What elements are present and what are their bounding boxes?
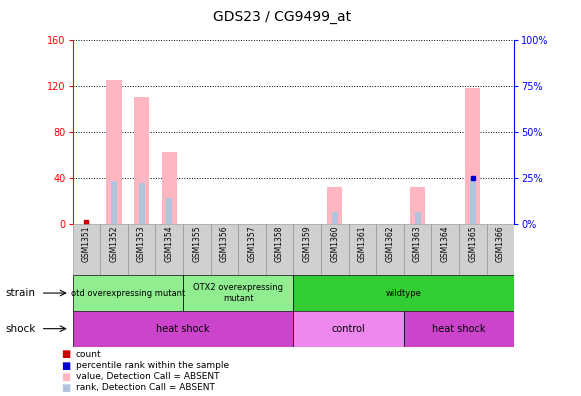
- Text: GSM1359: GSM1359: [303, 226, 311, 263]
- Text: control: control: [332, 324, 365, 334]
- Text: GSM1357: GSM1357: [248, 226, 256, 263]
- Bar: [293, 311, 404, 346]
- Text: otd overexpressing mutant: otd overexpressing mutant: [71, 289, 185, 297]
- Text: GSM1356: GSM1356: [220, 226, 229, 263]
- Bar: [376, 224, 404, 275]
- Bar: [349, 224, 376, 275]
- Text: GSM1355: GSM1355: [192, 226, 201, 263]
- Bar: [470, 178, 476, 224]
- Bar: [183, 224, 211, 275]
- Text: GSM1363: GSM1363: [413, 226, 422, 263]
- Text: GDS23 / CG9499_at: GDS23 / CG9499_at: [213, 10, 351, 24]
- Text: heat shock: heat shock: [432, 324, 486, 334]
- Text: ■: ■: [61, 349, 70, 360]
- Bar: [73, 275, 183, 311]
- Bar: [404, 224, 432, 275]
- Text: GSM1360: GSM1360: [331, 226, 339, 263]
- Text: strain: strain: [6, 288, 36, 298]
- Bar: [156, 224, 183, 275]
- Bar: [487, 224, 514, 275]
- Bar: [327, 187, 342, 224]
- Bar: [404, 311, 514, 346]
- Text: heat shock: heat shock: [156, 324, 210, 334]
- Text: GSM1366: GSM1366: [496, 226, 505, 263]
- Bar: [321, 224, 349, 275]
- Bar: [162, 152, 177, 224]
- Text: OTX2 overexpressing
mutant: OTX2 overexpressing mutant: [193, 284, 283, 303]
- Bar: [73, 311, 293, 346]
- Text: ■: ■: [61, 383, 70, 393]
- Bar: [166, 198, 172, 224]
- Bar: [332, 212, 338, 224]
- Bar: [293, 275, 514, 311]
- Text: value, Detection Call = ABSENT: value, Detection Call = ABSENT: [76, 372, 219, 381]
- Bar: [238, 224, 266, 275]
- Bar: [111, 181, 117, 224]
- Bar: [128, 224, 156, 275]
- Text: count: count: [76, 350, 101, 359]
- Bar: [139, 183, 145, 224]
- Text: GSM1361: GSM1361: [358, 226, 367, 262]
- Bar: [459, 224, 487, 275]
- Bar: [465, 88, 480, 224]
- Text: GSM1353: GSM1353: [137, 226, 146, 263]
- Text: GSM1351: GSM1351: [82, 226, 91, 262]
- Text: percentile rank within the sample: percentile rank within the sample: [76, 361, 229, 370]
- Bar: [415, 212, 421, 224]
- Bar: [73, 224, 100, 275]
- Bar: [410, 187, 425, 224]
- Text: ■: ■: [61, 360, 70, 371]
- Bar: [431, 224, 459, 275]
- Bar: [106, 80, 121, 224]
- Bar: [183, 275, 293, 311]
- Text: rank, Detection Call = ABSENT: rank, Detection Call = ABSENT: [76, 383, 214, 392]
- Text: ■: ■: [61, 371, 70, 382]
- Text: GSM1354: GSM1354: [165, 226, 174, 263]
- Text: GSM1364: GSM1364: [441, 226, 450, 263]
- Text: wildtype: wildtype: [386, 289, 422, 297]
- Bar: [266, 224, 293, 275]
- Bar: [293, 224, 321, 275]
- Text: shock: shock: [6, 324, 36, 334]
- Text: GSM1358: GSM1358: [275, 226, 284, 262]
- Text: GSM1365: GSM1365: [468, 226, 477, 263]
- Bar: [100, 224, 128, 275]
- Bar: [211, 224, 238, 275]
- Text: GSM1362: GSM1362: [386, 226, 394, 262]
- Bar: [134, 97, 149, 224]
- Text: GSM1352: GSM1352: [110, 226, 119, 262]
